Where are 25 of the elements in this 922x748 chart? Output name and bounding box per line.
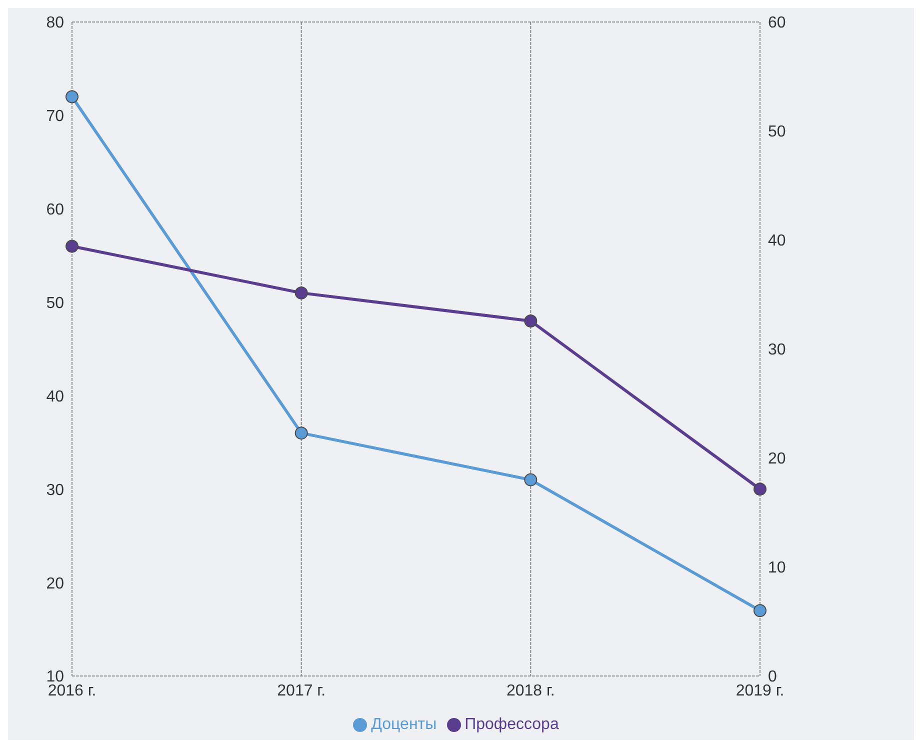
- x-tick-label: 2017 г.: [277, 682, 326, 700]
- point: [524, 473, 538, 486]
- point: [754, 604, 766, 618]
- y2-tick-label: 40: [768, 232, 786, 250]
- y2-tick-label: 20: [768, 450, 786, 468]
- point: [754, 482, 766, 496]
- y2-tick-label: 30: [768, 342, 786, 359]
- y-tick-label: 70: [46, 108, 64, 126]
- point: [294, 426, 308, 440]
- y-tick-label: 40: [46, 388, 64, 406]
- y-tick-label: 30: [46, 482, 64, 499]
- point: [294, 286, 308, 300]
- y2-tick-label: 50: [768, 124, 786, 141]
- y-tick-label: 80: [46, 14, 64, 32]
- point: [66, 90, 78, 104]
- y2-tick-label: 10: [768, 560, 786, 577]
- point: [66, 240, 78, 253]
- point: [524, 314, 538, 328]
- y-tick-label: 20: [46, 575, 64, 592]
- x-tick-label: 2018 г.: [506, 682, 555, 700]
- y2-tick-label: 60: [768, 14, 786, 32]
- y-tick-label: 60: [46, 202, 64, 219]
- legend-label: Профессора: [464, 716, 559, 733]
- legend-label: Доценты: [371, 716, 437, 733]
- y-tick-label: 50: [46, 294, 64, 312]
